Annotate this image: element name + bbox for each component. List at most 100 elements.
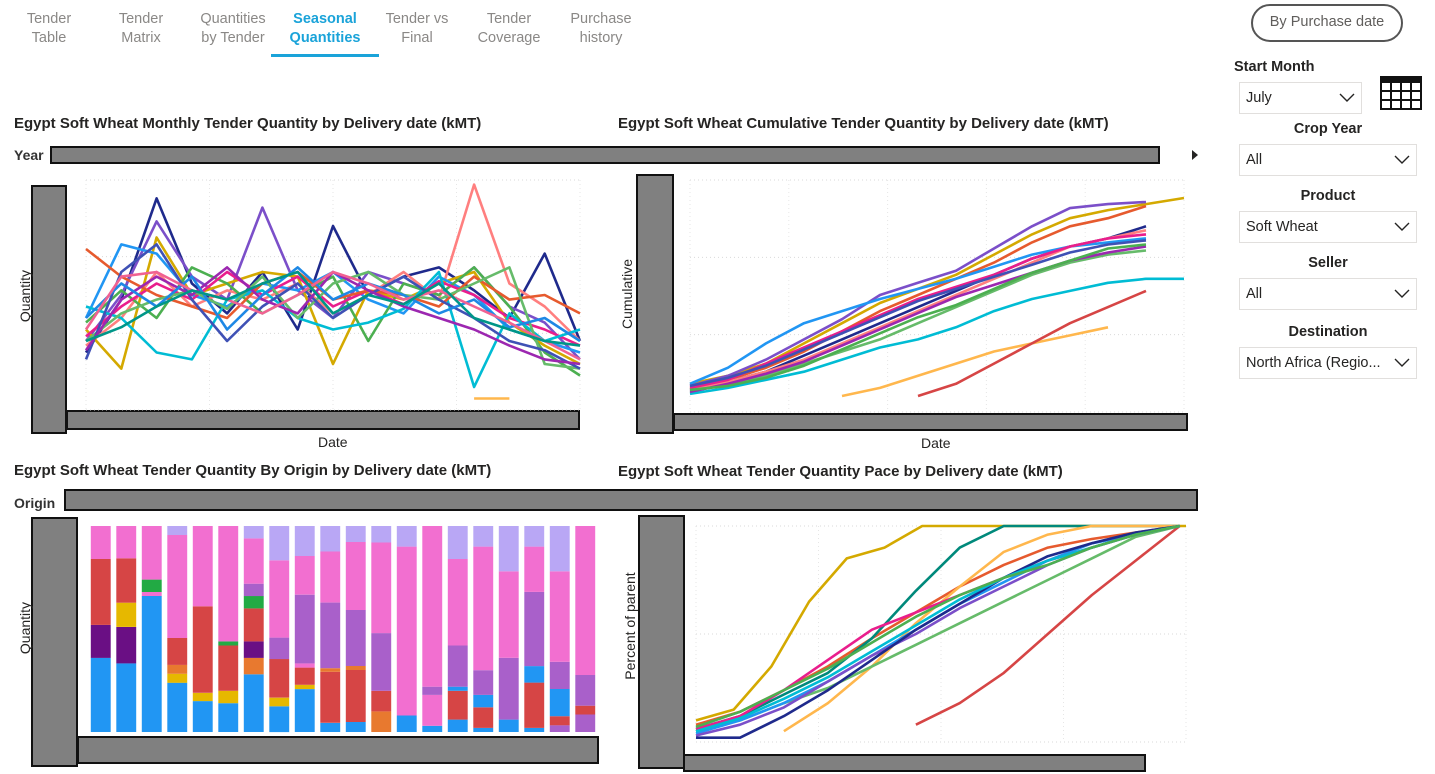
- tab-label-line-2: by Tender: [201, 30, 265, 46]
- bar-10-segment-6: [320, 526, 341, 552]
- series-line-1: [689, 196, 1185, 386]
- monthly-y-scrollbar[interactable]: [31, 185, 67, 434]
- seller-dropdown[interactable]: All: [1239, 278, 1417, 310]
- tab-tender-coverage[interactable]: Tender Coverage: [463, 10, 555, 48]
- tab-seasonal-quantities[interactable]: Seasonal Quantities: [271, 10, 379, 57]
- tab-label-line-1: Seasonal: [293, 11, 357, 27]
- bar-16-segment-2: [473, 707, 494, 728]
- bar-20-segment-4: [575, 526, 596, 675]
- bar-2-segment-3: [116, 602, 137, 627]
- bar-7-segment-7: [243, 538, 264, 584]
- tab-label-line-1: Tender vs: [385, 11, 449, 27]
- bar-7-segment-5: [243, 596, 264, 609]
- origin-slicer[interactable]: [64, 489, 1198, 511]
- cumulative-chart-title: Egypt Soft Wheat Cumulative Tender Quant…: [618, 115, 1109, 132]
- origin-y-scrollbar[interactable]: [31, 517, 78, 767]
- bar-19-segment-4: [549, 661, 570, 689]
- series-line-15: [84, 270, 581, 361]
- bar-16-segment-4: [473, 670, 494, 695]
- cumulative-plot: [689, 179, 1185, 413]
- tab-label-line-2: history: [579, 30, 623, 46]
- tab-label-line-2: Final: [401, 30, 433, 46]
- bar-3-segment-1: [141, 596, 162, 732]
- bar-14-segment-1: [422, 725, 443, 732]
- series-line-4: [783, 524, 1180, 733]
- bar-10-segment-4: [320, 602, 341, 669]
- bar-6-segment-4: [218, 641, 239, 646]
- bar-3-segment-4: [141, 526, 162, 580]
- bar-7-segment-3: [243, 641, 264, 658]
- bar-9-segment-1: [294, 689, 315, 732]
- bar-12-segment-1: [371, 711, 392, 732]
- bar-15-segment-4: [447, 645, 468, 687]
- product-dropdown[interactable]: Soft Wheat: [1239, 211, 1417, 243]
- chevron-down-icon: [1339, 93, 1355, 102]
- bar-20-segment-2: [575, 705, 596, 715]
- series-line-16: [85, 270, 581, 347]
- bar-7-segment-4: [243, 608, 264, 642]
- tab-quantities-by-tender[interactable]: Quantities by Tender: [187, 10, 279, 48]
- series-line-11: [84, 243, 581, 370]
- start-month-value: July: [1246, 90, 1272, 106]
- tab-purchase-history[interactable]: Purchase history: [555, 10, 647, 48]
- monthly-y-axis-title: Quantity: [17, 269, 33, 323]
- bar-16-segment-5: [473, 546, 494, 671]
- destination-dropdown[interactable]: North Africa (Regio...: [1239, 347, 1417, 379]
- bar-5-segment-3: [192, 606, 213, 693]
- crop-year-value: All: [1246, 152, 1263, 168]
- series-line-10: [917, 289, 1147, 398]
- series-line-5: [915, 524, 1181, 726]
- pace-chart-title: Egypt Soft Wheat Tender Quantity Pace by…: [618, 463, 1063, 480]
- bar-7-segment-1: [243, 674, 264, 732]
- tab-tender-matrix[interactable]: Tender Matrix: [95, 10, 187, 48]
- pace-y-scrollbar[interactable]: [638, 515, 685, 769]
- by-purchase-date-button[interactable]: By Purchase date: [1251, 4, 1403, 42]
- bar-15-segment-2: [447, 690, 468, 720]
- tab-tender-table[interactable]: Tender Table: [3, 10, 95, 48]
- series-line-9: [841, 326, 1109, 398]
- bar-8-segment-1: [269, 706, 290, 733]
- bar-1-segment-1: [90, 657, 111, 732]
- start-month-dropdown[interactable]: July: [1239, 82, 1362, 114]
- cumulative-x-scrollbar[interactable]: [673, 413, 1188, 431]
- tab-label-line-1: Tender: [118, 11, 164, 27]
- tab-tender-vs-final[interactable]: Tender vs Final: [371, 10, 463, 48]
- series-line-6: [689, 249, 1147, 394]
- bar-3-segment-2: [141, 591, 162, 596]
- origin-chart-title: Egypt Soft Wheat Tender Quantity By Orig…: [14, 462, 492, 479]
- destination-label: Destination: [1288, 324, 1368, 340]
- bar-18-segment-1: [524, 727, 545, 732]
- bar-11-segment-5: [345, 542, 366, 610]
- bar-12-segment-3: [371, 633, 392, 691]
- bar-6-segment-1: [218, 703, 239, 732]
- year-slicer[interactable]: [50, 146, 1160, 164]
- pace-x-scrollbar[interactable]: [683, 754, 1146, 772]
- tab-label-line-2: Quantities: [289, 30, 361, 46]
- bar-6-segment-5: [218, 526, 239, 642]
- origin-plot: [90, 526, 596, 733]
- bar-18-segment-2: [524, 682, 545, 728]
- slicer-scroll-right-icon[interactable]: [1192, 150, 1198, 160]
- crop-year-label: Crop Year: [1293, 121, 1363, 137]
- series-line-2: [689, 200, 1147, 388]
- bar-5-segment-1: [192, 701, 213, 732]
- bar-11-segment-1: [345, 722, 366, 732]
- crop-year-dropdown[interactable]: All: [1239, 144, 1417, 176]
- cumulative-x-axis-title: Date: [921, 435, 951, 451]
- bar-5-segment-2: [192, 692, 213, 702]
- bar-11-segment-3: [345, 666, 366, 670]
- cumulative-y-scrollbar[interactable]: [636, 174, 674, 434]
- series-line-7: [689, 277, 1184, 396]
- origin-x-scrollbar[interactable]: [77, 736, 599, 764]
- series-line-8: [85, 270, 581, 389]
- chevron-down-icon: [1394, 155, 1410, 164]
- origin-y-axis-title: Quantity: [17, 601, 33, 655]
- calendar-icon[interactable]: [1380, 76, 1422, 110]
- product-label: Product: [1300, 188, 1356, 204]
- series-line-9: [695, 524, 1180, 737]
- product-value: Soft Wheat: [1246, 219, 1318, 235]
- chevron-down-icon: [1394, 289, 1410, 298]
- bar-16-segment-3: [473, 694, 494, 708]
- monthly-x-scrollbar[interactable]: [66, 410, 580, 430]
- bar-4-segment-5: [167, 535, 188, 638]
